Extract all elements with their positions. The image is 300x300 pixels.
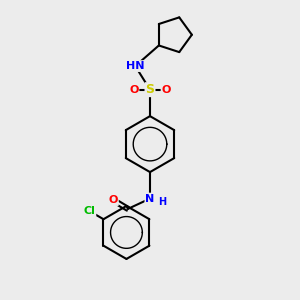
Text: O: O [129,85,139,94]
Text: O: O [161,85,171,94]
Text: S: S [146,83,154,96]
Text: HN: HN [126,61,145,71]
Text: N: N [146,194,154,204]
Text: H: H [158,197,166,207]
Text: O: O [109,195,118,205]
Text: Cl: Cl [83,206,95,216]
